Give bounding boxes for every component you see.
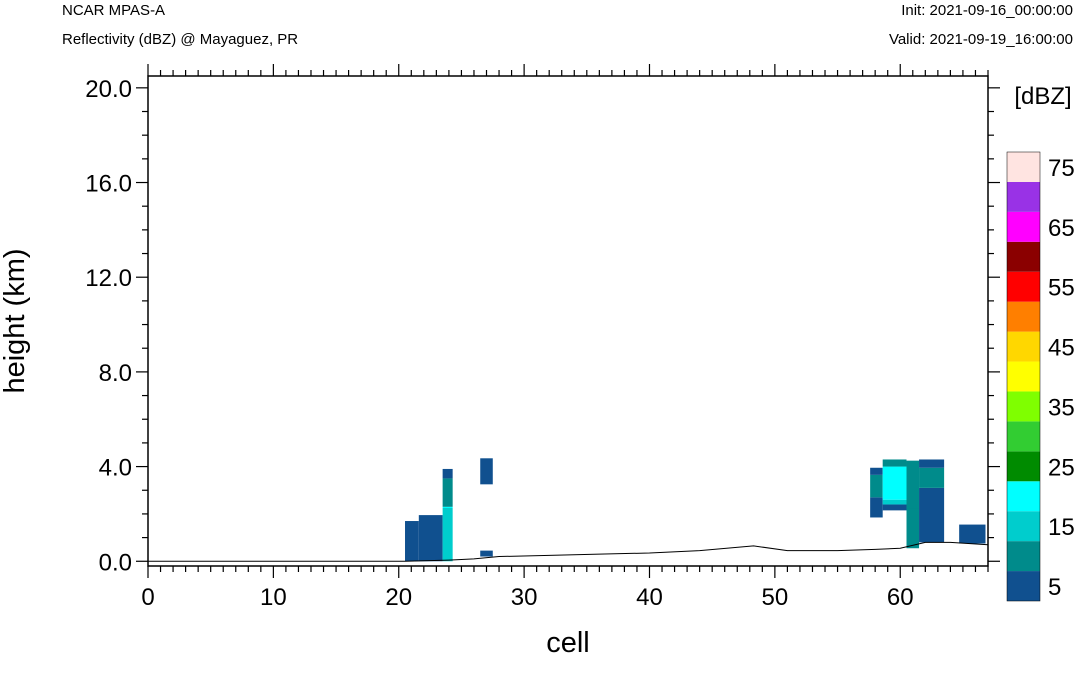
plot-frame <box>147 75 989 567</box>
x-tick-label: 20 <box>385 584 412 611</box>
y-axis-title: height (km) <box>0 248 31 393</box>
colorbar: 5 15 25 35 45 55 65 75 <box>1006 151 1075 602</box>
y-axis: 0.0 4.0 8.0 12.0 16.0 20.0 <box>85 76 1000 576</box>
colorbar-swatch <box>1007 541 1040 572</box>
terrain-profile <box>148 541 989 562</box>
reflectivity-cell <box>882 499 907 505</box>
colorbar-label: 25 <box>1048 454 1075 481</box>
reflectivity-cell <box>480 458 493 485</box>
valid-time: Valid: 2021-09-19_16:00:00 <box>888 31 1073 48</box>
y-tick-label: 12.0 <box>85 265 132 292</box>
colorbar-swatch <box>1007 421 1040 452</box>
colorbar-label: 45 <box>1048 335 1075 362</box>
colorbar-swatch <box>1007 241 1040 272</box>
colorbar-label: 15 <box>1048 514 1075 541</box>
reflectivity-cell <box>870 497 883 518</box>
reflectivity-cell <box>906 460 920 509</box>
reflectivity-cell <box>959 524 986 544</box>
reflectivity-cell <box>870 467 883 475</box>
reflectivity-cell <box>405 521 419 562</box>
reflectivity-cell <box>919 487 945 543</box>
y-tick-label: 16.0 <box>85 171 132 198</box>
reflectivity-cell <box>906 508 920 549</box>
colorbar-outline <box>1006 151 1041 602</box>
colorbar-label: 5 <box>1048 574 1061 601</box>
colorbar-label: 35 <box>1048 394 1075 421</box>
x-tick-label: 50 <box>762 584 789 611</box>
x-tick-label: 30 <box>511 584 538 611</box>
reflectivity-cell <box>442 506 453 509</box>
init-time: Init: 2021-09-16_00:00:00 <box>901 2 1073 19</box>
x-tick-label: 10 <box>260 584 287 611</box>
colorbar-swatch <box>1007 152 1040 182</box>
colorbar-label: 75 <box>1048 155 1075 182</box>
y-tick-label: 8.0 <box>99 360 132 387</box>
reflectivity-cell <box>870 474 883 498</box>
terrain-line <box>148 541 989 562</box>
colorbar-swatch <box>1007 391 1040 422</box>
reflectivity-cell <box>418 515 443 562</box>
colorbar-swatch <box>1007 481 1040 512</box>
colorbar-swatch <box>1007 181 1040 212</box>
x-axis-title: cell <box>546 627 590 659</box>
reflectivity-cell <box>480 550 493 557</box>
y-tick-label: 4.0 <box>99 455 132 482</box>
reflectivity-cell <box>882 466 907 500</box>
reflectivity-cell <box>442 508 453 562</box>
reflectivity-cell <box>442 478 453 507</box>
colorbar-title: [dBZ] <box>1014 83 1071 110</box>
plot-title: NCAR MPAS-A <box>62 2 166 19</box>
y-tick-label: 0.0 <box>99 549 132 576</box>
x-tick-label: 0 <box>141 584 154 611</box>
colorbar-swatch <box>1007 211 1040 242</box>
reflectivity-cell <box>882 504 907 511</box>
reflectivity-cell <box>442 468 453 479</box>
colorbar-label: 65 <box>1048 215 1075 242</box>
colorbar-swatch <box>1007 271 1040 302</box>
reflectivity-cell <box>882 459 907 467</box>
colorbar-swatch <box>1007 451 1040 482</box>
colorbar-swatch <box>1007 301 1040 332</box>
reflectivity-cells <box>405 458 986 562</box>
colorbar-swatch <box>1007 361 1040 392</box>
x-tick-label: 40 <box>636 584 663 611</box>
colorbar-swatch <box>1007 511 1040 542</box>
reflectivity-cell <box>919 467 945 488</box>
plot-subtitle: Reflectivity (dBZ) @ Mayaguez, PR <box>62 31 299 48</box>
x-axis: 0 10 20 30 40 50 60 <box>141 64 989 611</box>
reflectivity-cell <box>919 459 945 468</box>
colorbar-label: 55 <box>1048 275 1075 302</box>
y-tick-label: 20.0 <box>85 76 132 103</box>
x-tick-label: 60 <box>887 584 914 611</box>
colorbar-swatch <box>1007 571 1040 601</box>
colorbar-swatch <box>1007 331 1040 362</box>
